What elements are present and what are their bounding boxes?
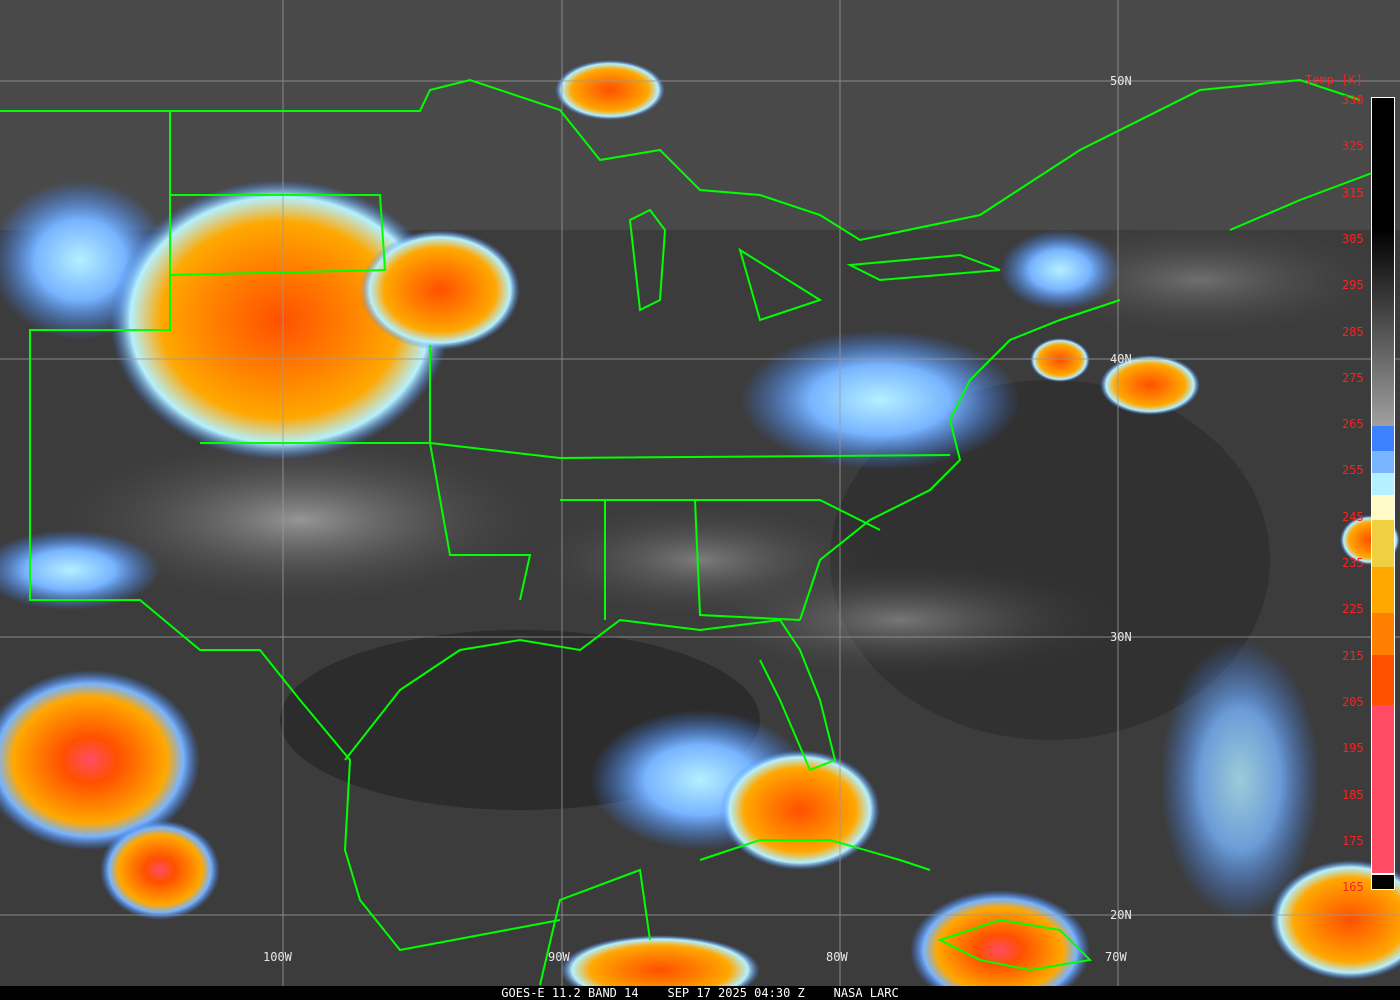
temperature-colorbar <box>1371 97 1395 890</box>
colorbar-segment <box>1372 472 1394 496</box>
colorbar-segment <box>1372 495 1394 521</box>
colorbar-label: 255 <box>1342 463 1364 478</box>
colorbar-label: 305 <box>1342 231 1364 246</box>
storm-hispaniola <box>910 890 1090 1000</box>
lon-label-70w: 70W <box>1105 950 1127 964</box>
colorbar-label: 215 <box>1342 648 1364 663</box>
colorbar-segment <box>1372 450 1394 473</box>
colorbar-segment <box>1372 705 1394 875</box>
storm-plains <box>110 180 450 460</box>
storm-cuba <box>720 750 880 870</box>
colorbar-segment <box>1372 520 1394 568</box>
lat-label-30n: 30N <box>1110 630 1132 644</box>
colorbar-label: 275 <box>1342 370 1364 385</box>
colorbar-label: 315 <box>1342 185 1364 200</box>
colorbar-label: 330 <box>1342 93 1364 107</box>
lon-label-80w: 80W <box>826 950 848 964</box>
lat-label-20n: 20N <box>1110 908 1132 922</box>
colorbar-title: Temp [K] <box>1305 73 1363 87</box>
colorbar-segment <box>1372 875 1394 889</box>
colorbar-label: 225 <box>1342 602 1364 617</box>
colorbar-label: 245 <box>1342 509 1364 524</box>
colorbar-gray-segment <box>1372 98 1394 426</box>
lat-label-40n: 40N <box>1110 352 1132 366</box>
colorbar-label: 175 <box>1342 833 1364 848</box>
colorbar-label: 205 <box>1342 694 1364 709</box>
colorbar-label: 265 <box>1342 417 1364 432</box>
lat-label-50n: 50N <box>1110 74 1132 88</box>
caption-source: NASA LARC <box>833 986 899 1000</box>
storm-mexico <box>0 670 200 850</box>
coastlines-borders <box>0 78 1381 986</box>
colorbar-segment <box>1372 425 1394 451</box>
colorbar-label: 285 <box>1342 324 1364 339</box>
caption-product: GOES-E 11.2 BAND 14 <box>501 986 639 1000</box>
colorbar-label: 185 <box>1342 787 1364 802</box>
colorbar-label: 165 <box>1342 880 1364 895</box>
lon-label-100w: 100W <box>263 950 292 964</box>
lon-label-90w: 90W <box>548 950 570 964</box>
caption-datetime: SEP 17 2025 04:30 Z <box>667 986 805 1000</box>
colorbar-segment <box>1372 613 1394 656</box>
colorbar-segment <box>1372 655 1394 706</box>
colorbar-label: 235 <box>1342 556 1364 570</box>
image-caption: GOES-E 11.2 BAND 14 SEP 17 2025 04:30 Z … <box>0 986 1400 1000</box>
colorbar-segment <box>1372 567 1394 614</box>
colorbar-label: 195 <box>1342 741 1364 756</box>
colorbar-label: 295 <box>1342 278 1364 293</box>
colorbar-label: 325 <box>1342 139 1364 154</box>
